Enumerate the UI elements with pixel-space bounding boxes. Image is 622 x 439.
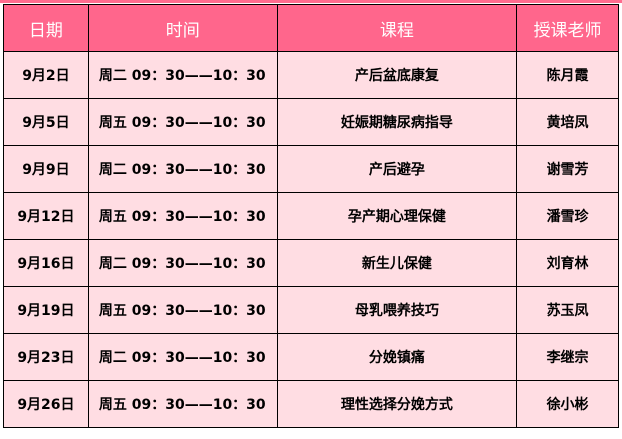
date-cell: 9月26日 — [3, 380, 89, 428]
course-cell: 理性选择分娩方式 — [276, 380, 518, 428]
time-cell: 周二 09：30——10：30 — [87, 239, 278, 287]
teacher-cell: 黄培凤 — [516, 98, 619, 146]
table-row: 9月19日 周五 09：30——10：30 母乳喂养技巧 苏玉凤 — [3, 286, 619, 334]
header-teacher: 授课老师 — [516, 4, 619, 52]
time-cell: 周二 09：30——10：30 — [87, 51, 278, 99]
top-accent-bar — [0, 0, 622, 3]
course-cell: 母乳喂养技巧 — [276, 286, 518, 334]
teacher-cell: 陈月霞 — [516, 51, 619, 99]
header-row: 日期 时间 课程 授课老师 — [3, 4, 619, 52]
course-cell: 妊娠期糖尿病指导 — [276, 98, 518, 146]
table-row: 9月23日 周二 09：30——10：30 分娩镇痛 李继宗 — [3, 333, 619, 381]
date-cell: 9月9日 — [3, 145, 89, 193]
time-cell: 周五 09：30——10：30 — [87, 380, 278, 428]
course-cell: 分娩镇痛 — [276, 333, 518, 381]
date-cell: 9月19日 — [3, 286, 89, 334]
teacher-cell: 苏玉凤 — [516, 286, 619, 334]
time-cell: 周五 09：30——10：30 — [87, 98, 278, 146]
course-schedule-table: 日期 时间 课程 授课老师 9月2日 周二 09：30——10：30 产后盆底康复陈… — [3, 4, 619, 428]
teacher-cell: 李继宗 — [516, 333, 619, 381]
time-cell: 周五 09：30——10：30 — [87, 192, 278, 240]
teacher-cell: 谢雪芳 — [516, 145, 619, 193]
time-cell: 周二 09：30——10：30 — [87, 145, 278, 193]
header-date: 日期 — [3, 4, 89, 52]
course-cell: 新生儿保健 — [276, 239, 518, 287]
table-row: 9月2日 周二 09：30——10：30 产后盆底康复 陈月霞 — [3, 51, 619, 99]
table-row: 9月26日 周五 09：30——10：30 理性选择分娩方式 徐小彬 — [3, 380, 619, 428]
teacher-cell: 刘育林 — [516, 239, 619, 287]
table-row: 9月16日 周二 09：30——10：30 新生儿保健 刘育林 — [3, 239, 619, 287]
date-cell: 9月12日 — [3, 192, 89, 240]
header-time: 时间 — [87, 4, 278, 52]
date-cell: 9月5日 — [3, 98, 89, 146]
table-row: 9月9日 周二 09：30——10：30 产后避孕 谢雪芳 — [3, 145, 619, 193]
table-row: 9月12日 周五 09：30——10：30 孕产期心理保健 潘雪珍 — [3, 192, 619, 240]
table-row: 9月5日 周五 09：30——10：30 妊娠期糖尿病指导 黄培凤 — [3, 98, 619, 146]
time-cell: 周二 09：30——10：30 — [87, 333, 278, 381]
header-course: 课程 — [276, 4, 518, 52]
course-cell: 产后盆底康复 — [276, 51, 518, 99]
date-cell: 9月2日 — [3, 51, 89, 99]
teacher-cell: 潘雪珍 — [516, 192, 619, 240]
date-cell: 9月23日 — [3, 333, 89, 381]
date-cell: 9月16日 — [3, 239, 89, 287]
teacher-cell: 徐小彬 — [516, 380, 619, 428]
course-cell: 孕产期心理保健 — [276, 192, 518, 240]
course-cell: 产后避孕 — [276, 145, 518, 193]
time-cell: 周五 09：30——10：30 — [87, 286, 278, 334]
